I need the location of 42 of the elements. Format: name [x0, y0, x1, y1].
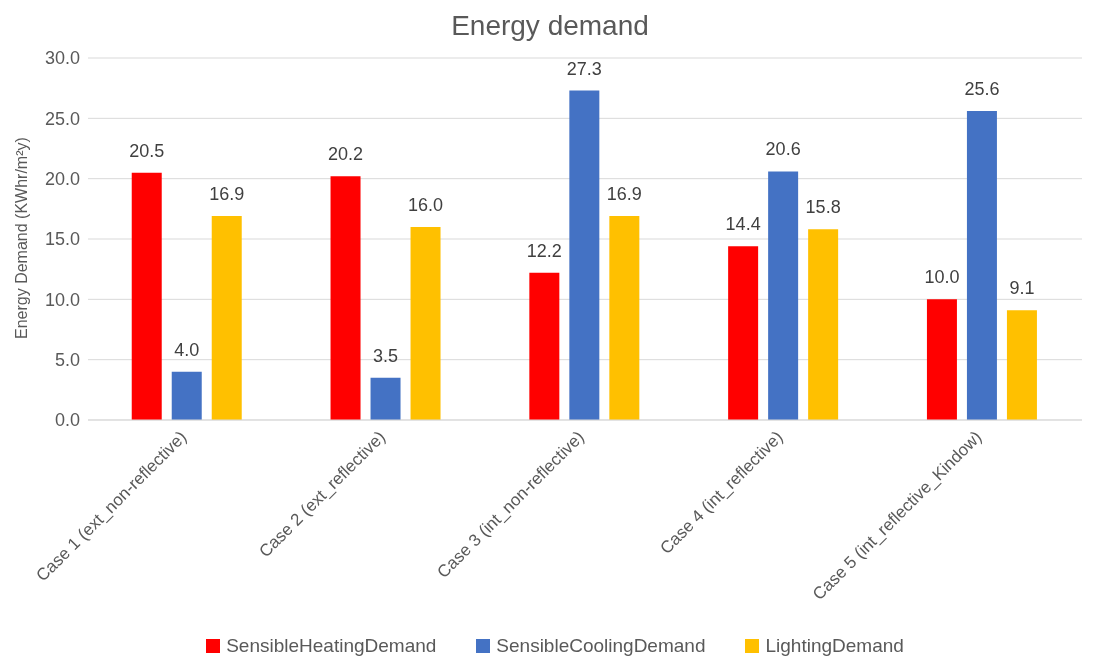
data-label: 15.8: [805, 197, 841, 218]
y-tick-label: 30.0: [44, 48, 80, 69]
bar: [728, 246, 759, 420]
legend-label: LightingDemand: [764, 635, 904, 657]
legend-label: SensibleCoolingDemand: [495, 635, 706, 657]
data-label: 25.6: [964, 79, 1000, 100]
y-tick-label: 25.0: [44, 108, 80, 129]
bar: [808, 229, 839, 420]
bar: [171, 371, 202, 420]
data-label: 16.9: [209, 184, 245, 205]
data-label: 20.6: [765, 139, 801, 160]
bar: [529, 272, 560, 420]
data-label: 16.0: [408, 194, 444, 215]
y-tick-label: 10.0: [44, 289, 80, 310]
bar: [609, 216, 640, 420]
data-label: 10.0: [924, 267, 960, 288]
bar: [966, 111, 997, 420]
bar: [330, 176, 361, 420]
bar: [410, 226, 441, 420]
chart-title: Energy demand: [450, 9, 650, 43]
bar: [211, 216, 242, 420]
data-label: 3.5: [373, 345, 399, 366]
bar: [131, 172, 162, 420]
bar: [768, 171, 799, 420]
legend-label: SensibleHeatingDemand: [225, 635, 437, 657]
data-label: 27.3: [566, 58, 602, 79]
data-label: 12.2: [526, 240, 562, 261]
bar: [370, 377, 401, 420]
y-axis-title: Energy Demand (KWhr/m²y): [12, 137, 30, 339]
y-tick-label: 5.0: [54, 350, 80, 371]
y-tick-label: 0.0: [54, 410, 80, 431]
data-label: 20.2: [328, 144, 364, 165]
bar: [926, 299, 957, 420]
data-label: 20.5: [129, 140, 165, 161]
data-label: 4.0: [174, 339, 200, 360]
bar: [569, 90, 600, 420]
y-tick-label: 15.0: [44, 229, 80, 250]
bar: [1006, 310, 1037, 420]
data-label: 14.4: [725, 214, 761, 235]
data-label: 16.9: [606, 184, 642, 205]
data-label: 9.1: [1009, 278, 1035, 299]
y-tick-label: 20.0: [44, 169, 80, 190]
